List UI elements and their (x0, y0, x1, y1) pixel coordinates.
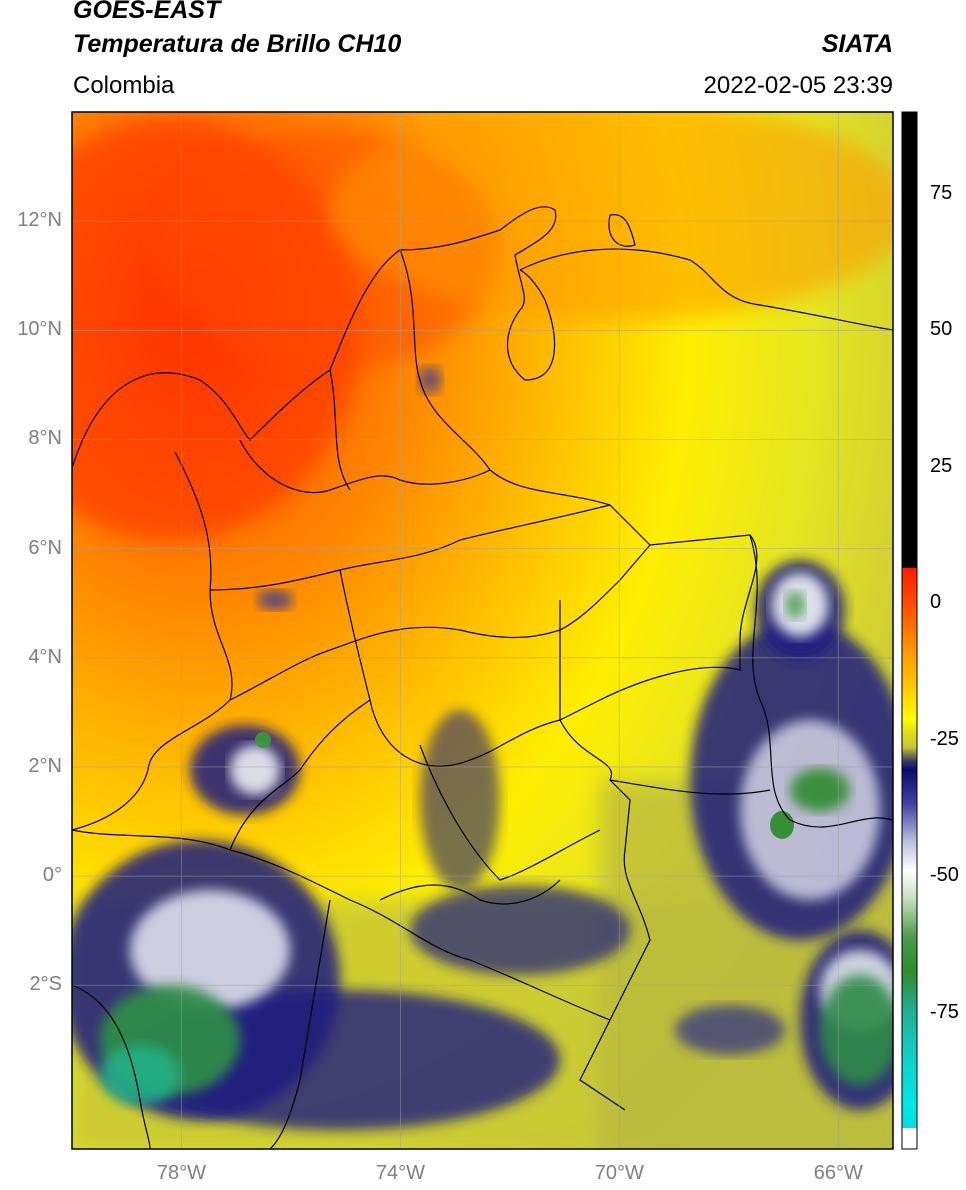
graticule (72, 112, 893, 1149)
colorbar-black-segment (902, 112, 917, 569)
latitude-tick-label: 8°N (28, 427, 62, 450)
latitude-tick-label: 2°S (29, 973, 62, 996)
latitude-tick-label: 0° (42, 864, 62, 887)
latitude-tick-label: 12°N (17, 209, 62, 232)
colorbar (901, 111, 918, 1150)
colorbar-tick-label: -75 (930, 1000, 959, 1023)
colorbar-tick-label: 75 (930, 181, 953, 204)
colorbar-tick-label: -50 (930, 864, 959, 887)
latitude-tick-label: 2°N (28, 754, 62, 777)
longitude-tick-label: 74°W (375, 1162, 425, 1184)
timestamp: 2022-02-05 23:39 (703, 72, 894, 99)
latitude-axis: 12°N 10°N 8°N 6°N 4°N 2°N 0° 2°S (0, 0, 62, 1190)
colorbar-tick-label: 25 (930, 454, 953, 477)
longitude-axis: 78°W 74°W 70°W 66°W (0, 1162, 966, 1190)
latitude-tick-label: 4°N (28, 645, 62, 668)
region-label: Colombia (73, 72, 175, 99)
longitude-tick-label: 78°W (156, 1162, 207, 1184)
boundaries (72, 206, 893, 1149)
colorbar-frame (901, 111, 918, 1150)
colorbar-tick-label: -25 (930, 727, 959, 750)
colorbar-tick-label: 50 (930, 318, 953, 341)
latitude-tick-label: 10°N (17, 318, 62, 341)
longitude-tick-label: 66°W (813, 1162, 863, 1184)
longitude-tick-label: 70°W (594, 1162, 644, 1184)
colorbar-white-segment (902, 1128, 917, 1149)
product-title: GOES-EAST (73, 0, 221, 24)
map-frame (71, 111, 894, 1150)
imagery-layer (72, 112, 893, 1149)
channel-title: Temperatura de Brillo CH10 (73, 30, 402, 58)
colorbar-ticks: 75 50 25 0 -25 -50 -75 (930, 0, 966, 1190)
colorbar-tick-label: 0 (930, 591, 942, 614)
colorbar-gradient (902, 568, 917, 1128)
source-label: SIATA (821, 30, 893, 58)
latitude-tick-label: 6°N (28, 536, 62, 559)
